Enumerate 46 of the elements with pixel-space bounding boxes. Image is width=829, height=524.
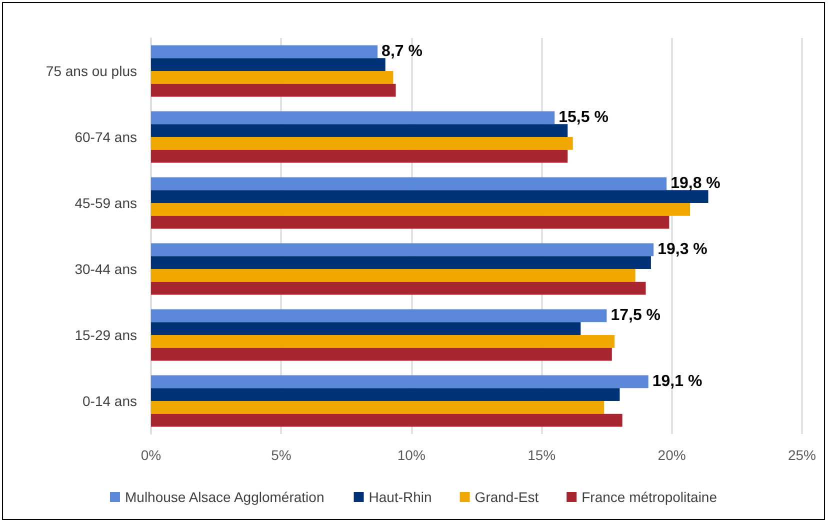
legend-label: Haut-Rhin xyxy=(368,489,432,505)
bar xyxy=(151,177,667,190)
bar xyxy=(151,322,581,335)
bar xyxy=(151,335,615,348)
bar xyxy=(151,137,573,150)
bar xyxy=(151,203,690,216)
bar xyxy=(151,414,622,427)
bar xyxy=(151,256,651,269)
legend-label: France métropolitaine xyxy=(582,489,718,505)
bar xyxy=(151,71,394,84)
bar xyxy=(151,84,396,97)
bar xyxy=(151,243,654,256)
y-tick-label: 15-29 ans xyxy=(74,327,137,343)
bar xyxy=(151,124,568,137)
y-tick-label: 45-59 ans xyxy=(74,195,137,211)
y-tick-label: 30-44 ans xyxy=(74,261,137,277)
y-tick-label: 75 ans ou plus xyxy=(46,63,137,79)
bar xyxy=(151,401,604,414)
x-tick-label: 0% xyxy=(140,447,162,463)
bar xyxy=(151,45,378,58)
x-tick-label: 25% xyxy=(788,447,816,463)
bar xyxy=(151,375,648,388)
data-label: 8,7 % xyxy=(382,43,422,60)
x-tick-label: 10% xyxy=(397,447,426,463)
bar xyxy=(151,269,636,282)
y-tick-label: 60-74 ans xyxy=(74,129,137,145)
data-label: 19,8 % xyxy=(670,175,720,192)
bar xyxy=(151,150,568,163)
bar xyxy=(151,282,646,295)
data-label: 17,5 % xyxy=(610,307,661,324)
bar xyxy=(151,348,612,361)
bar xyxy=(151,216,670,229)
x-tick-label: 15% xyxy=(528,447,556,463)
bar xyxy=(151,58,386,71)
x-tick-label: 20% xyxy=(658,447,686,463)
legend-label: Grand-Est xyxy=(474,489,539,505)
x-tick-label: 5% xyxy=(271,447,292,463)
data-label: 15,5 % xyxy=(558,109,608,126)
bar xyxy=(151,190,708,203)
y-tick-label: 0-14 ans xyxy=(82,393,137,409)
bar xyxy=(151,111,555,124)
bar xyxy=(151,309,607,322)
legend-label: Mulhouse Alsace Agglomération xyxy=(125,489,324,505)
data-label: 19,1 % xyxy=(652,373,702,390)
data-label: 19,3 % xyxy=(658,241,708,258)
bar xyxy=(151,388,620,401)
